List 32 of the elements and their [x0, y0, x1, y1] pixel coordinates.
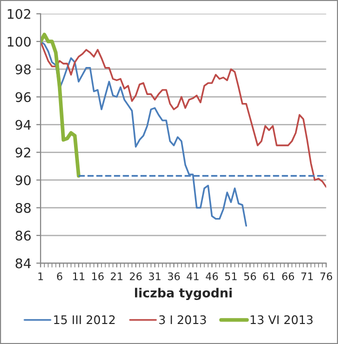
- x-tick-label: 61: [263, 272, 275, 280]
- x-tick-label: 11: [73, 272, 84, 280]
- x-tick-label: 71: [301, 272, 313, 280]
- y-tick-label: 102: [8, 8, 30, 19]
- legend-label: 13 VI 2013: [250, 315, 313, 324]
- legend-label: 15 III 2012: [54, 315, 115, 324]
- x-tick-label: 26: [130, 272, 142, 280]
- line-series: [40, 40, 326, 188]
- x-tick-label: 46: [206, 272, 218, 280]
- y-tick-label: 86: [16, 230, 31, 241]
- y-tick-label: 94: [16, 120, 31, 130]
- y-tick-label: 98: [16, 64, 31, 74]
- x-tick-label: 16: [92, 272, 104, 280]
- x-tick-label: 41: [186, 272, 199, 280]
- legend-label: 3 I 2013: [159, 315, 206, 324]
- y-tick-label: 88: [16, 202, 31, 213]
- x-tick-label: 66: [282, 272, 294, 280]
- x-tick-label: 76: [320, 272, 332, 280]
- x-tick-label: 36: [168, 272, 180, 280]
- y-tick-label: 96: [16, 92, 31, 102]
- x-tick-label: 1: [38, 272, 43, 280]
- x-tick-label: 56: [244, 272, 256, 280]
- y-tick-label: 90: [16, 175, 31, 186]
- x-tick-label: 21: [110, 272, 122, 280]
- x-axis-title: liczba tygodni: [135, 288, 232, 300]
- x-tick-label: 6: [57, 272, 62, 280]
- y-tick-label: 92: [16, 148, 30, 158]
- line-series: [40, 32, 80, 178]
- x-tick-label: 31: [148, 272, 160, 280]
- y-tick-label: 84: [16, 258, 31, 268]
- x-tick-label: 51: [225, 272, 237, 280]
- y-tick-label: 100: [8, 36, 31, 47]
